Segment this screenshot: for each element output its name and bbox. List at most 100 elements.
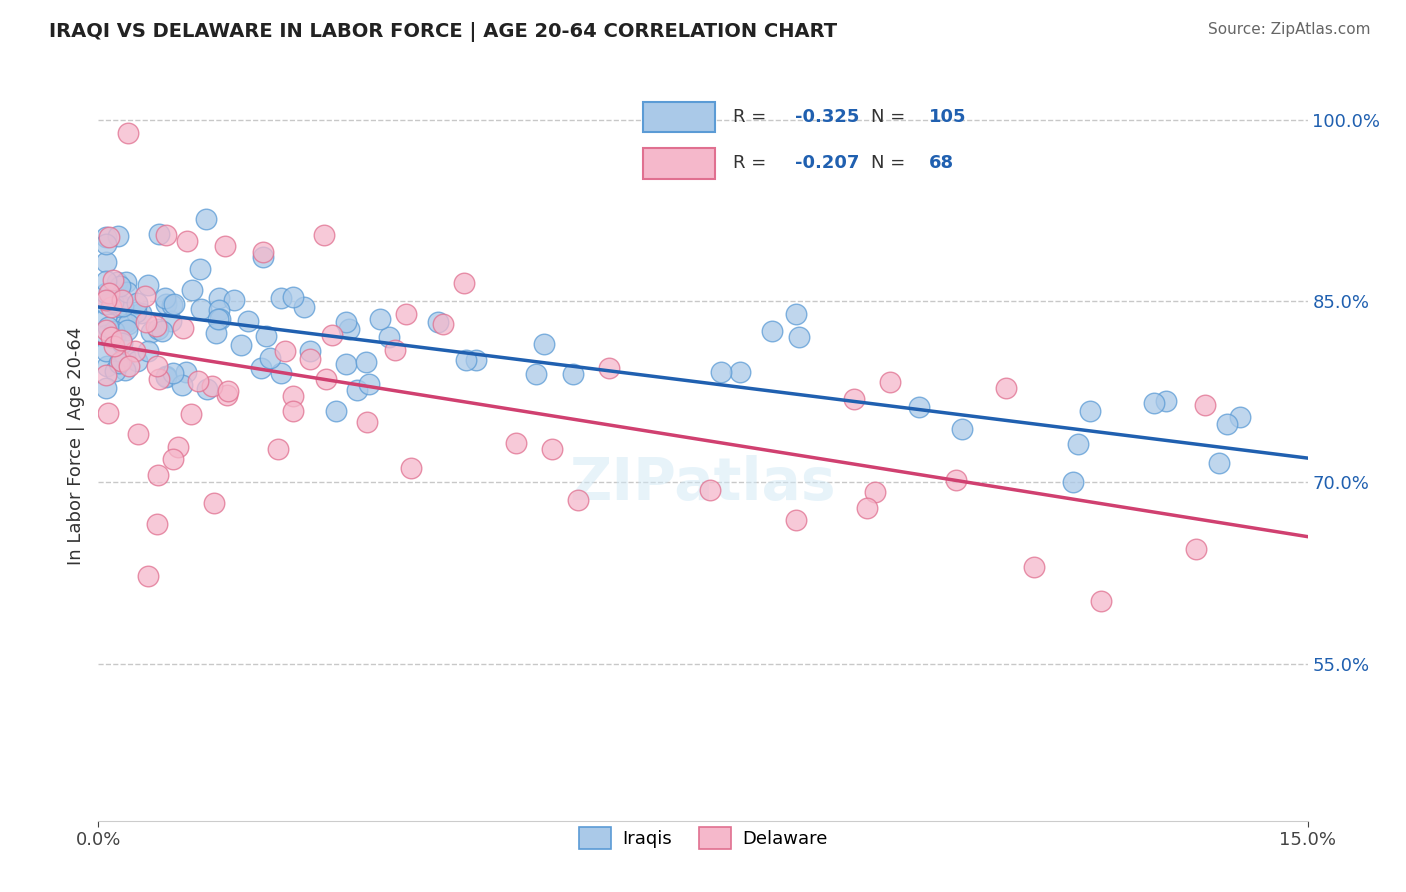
Point <box>100 329 122 343</box>
Point <box>202 496 225 510</box>
Point <box>181 283 204 297</box>
Point <box>155 296 177 310</box>
Point <box>101 273 124 287</box>
Point <box>153 291 176 305</box>
Point <box>1216 417 1239 431</box>
Text: Source: ZipAtlas.com: Source: ZipAtlas.com <box>1208 22 1371 37</box>
Point <box>259 351 281 365</box>
Point <box>98 285 121 300</box>
Point <box>111 293 134 307</box>
Point <box>162 451 184 466</box>
Point <box>105 275 128 289</box>
Point <box>945 473 967 487</box>
Point <box>103 297 125 311</box>
Point <box>146 322 169 336</box>
Point <box>254 328 277 343</box>
Point <box>728 366 751 380</box>
Point <box>865 485 887 500</box>
Point <box>131 306 153 320</box>
Point <box>368 312 391 326</box>
Point <box>115 323 138 337</box>
Point <box>274 344 297 359</box>
Point <box>208 303 231 318</box>
Point <box>115 285 138 300</box>
Point <box>188 262 211 277</box>
Point <box>98 230 121 244</box>
Point <box>761 324 783 338</box>
Point <box>96 359 118 373</box>
Point <box>281 404 304 418</box>
Point <box>155 228 177 243</box>
Point <box>359 377 381 392</box>
Point <box>207 312 229 326</box>
Legend: Iraqis, Delaware: Iraqis, Delaware <box>571 820 835 856</box>
Point <box>699 483 721 497</box>
Point <box>105 293 128 308</box>
Point <box>1208 456 1230 470</box>
Point <box>215 388 238 402</box>
Point <box>114 275 136 289</box>
Point <box>335 315 357 329</box>
Point <box>995 381 1018 395</box>
Point <box>135 315 157 329</box>
Point <box>299 351 322 366</box>
Point <box>229 338 252 352</box>
Point <box>104 364 127 378</box>
Point <box>162 298 184 312</box>
Point <box>96 285 118 300</box>
Point <box>134 289 156 303</box>
Point <box>110 334 132 348</box>
Point <box>562 368 585 382</box>
Point <box>104 328 127 343</box>
Point <box>710 365 733 379</box>
Point <box>117 126 139 140</box>
Point <box>325 404 347 418</box>
Point <box>96 311 118 326</box>
Point <box>146 516 169 531</box>
Point <box>96 368 118 383</box>
Point <box>125 305 148 319</box>
Point <box>96 274 118 288</box>
Point <box>314 227 336 242</box>
Point <box>598 361 620 376</box>
Point <box>112 299 135 313</box>
Point <box>224 293 246 308</box>
Point <box>110 354 132 368</box>
Point <box>214 238 236 252</box>
Point <box>1194 398 1216 412</box>
Point <box>145 318 167 333</box>
Point <box>101 294 124 309</box>
Point <box>337 322 360 336</box>
Point <box>267 442 290 457</box>
Point <box>567 492 589 507</box>
Point <box>205 326 228 341</box>
Point <box>110 279 132 293</box>
Point <box>209 312 232 326</box>
Point <box>96 381 118 395</box>
Point <box>155 368 177 383</box>
Point <box>174 365 197 379</box>
Point <box>172 378 194 392</box>
Point <box>146 467 169 482</box>
Point <box>354 355 377 369</box>
Point <box>107 228 129 243</box>
Point <box>1184 541 1206 556</box>
Point <box>114 349 136 363</box>
Point <box>1143 396 1166 410</box>
Point <box>465 352 488 367</box>
Text: IRAQI VS DELAWARE IN LABOR FORCE | AGE 20-64 CORRELATION CHART: IRAQI VS DELAWARE IN LABOR FORCE | AGE 2… <box>49 22 838 42</box>
Point <box>162 366 184 380</box>
Point <box>879 375 901 389</box>
Point <box>505 435 527 450</box>
Point <box>378 330 401 344</box>
Point <box>96 236 118 251</box>
Point <box>146 359 169 374</box>
Point <box>96 229 118 244</box>
Point <box>785 513 807 527</box>
Point <box>96 293 118 307</box>
Point <box>176 235 198 249</box>
Point <box>952 421 974 435</box>
Point <box>155 370 177 384</box>
Point <box>190 301 212 316</box>
Point <box>138 569 160 583</box>
